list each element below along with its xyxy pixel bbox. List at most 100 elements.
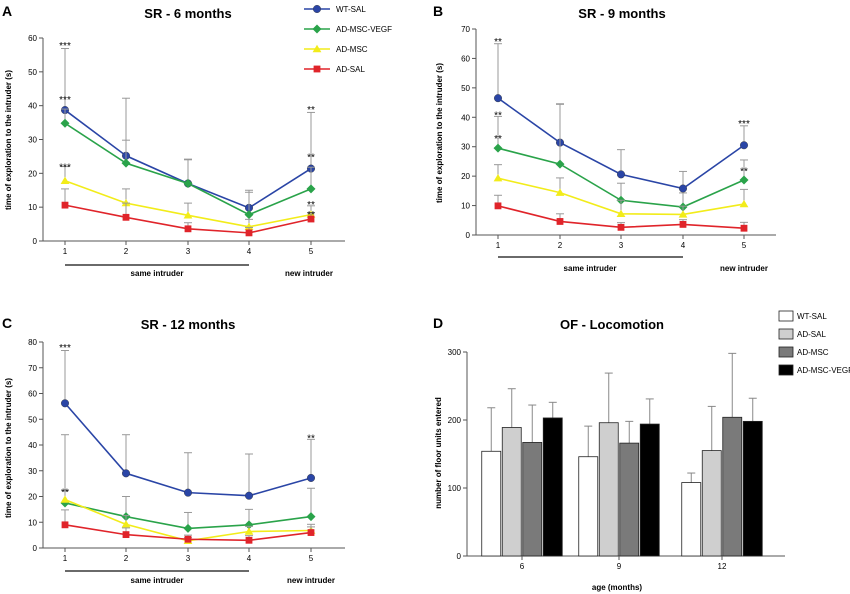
y-tick-label: 0 xyxy=(33,237,38,246)
marker-circle xyxy=(679,184,688,193)
marker-square xyxy=(556,218,564,225)
significance-mark: ** xyxy=(307,433,315,444)
legend-item: AD-MSC-VEGF xyxy=(778,364,850,376)
legend-swatch xyxy=(778,364,794,376)
x-tick-label: 4 xyxy=(247,554,252,563)
marker-circle xyxy=(740,141,749,150)
y-tick-label: 70 xyxy=(28,364,37,373)
marker-square xyxy=(307,215,315,223)
bar-ad-sal xyxy=(701,450,722,557)
x-tick-label: 5 xyxy=(309,247,314,256)
series-ad-sal xyxy=(61,509,315,544)
x-tick-label: 5 xyxy=(742,241,747,250)
legend-label: AD-MSC-VEGF xyxy=(797,366,850,375)
marker-diamond xyxy=(739,175,749,185)
y-tick-label: 20 xyxy=(461,172,470,181)
legend-item: AD-MSC xyxy=(304,44,368,54)
y-tick-label: 10 xyxy=(461,202,470,211)
legend-label: AD-SAL xyxy=(797,330,826,339)
significance-mark: ** xyxy=(494,37,502,48)
marker-circle xyxy=(494,94,503,103)
bar-ad-msc-vegf xyxy=(639,423,660,557)
marker-diamond xyxy=(244,520,254,530)
bar-ad-msc xyxy=(619,442,640,557)
significance-mark: ** xyxy=(307,200,315,211)
marker-circle xyxy=(183,488,192,497)
marker-circle xyxy=(121,469,130,478)
x-tick-label: 6 xyxy=(520,562,525,571)
x-tick-label: 12 xyxy=(718,562,727,571)
legend-item: WT-SAL xyxy=(304,4,366,14)
legend-item: AD-SAL xyxy=(304,65,365,74)
marker-triangle xyxy=(60,176,70,184)
series-wt-sal xyxy=(61,349,316,500)
bar-ad-sal xyxy=(598,422,619,557)
significance-mark: ** xyxy=(307,105,315,116)
significance-mark: ** xyxy=(307,210,315,221)
marker-square xyxy=(245,229,253,237)
panel-title: OF - Locomotion xyxy=(560,317,664,332)
x-tick-label: 1 xyxy=(63,247,68,256)
marker-square xyxy=(313,65,321,73)
marker-triangle xyxy=(60,495,70,503)
panel-letter: D xyxy=(433,315,443,331)
series-wt-sal xyxy=(494,43,749,193)
marker-triangle xyxy=(678,210,688,218)
marker-square xyxy=(61,521,69,529)
marker-triangle xyxy=(555,188,565,196)
y-axis-label: number of floor units entered xyxy=(434,397,443,509)
y-tick-label: 60 xyxy=(28,34,37,43)
marker-diamond xyxy=(306,512,316,522)
marker-triangle xyxy=(312,44,322,53)
marker-square xyxy=(740,224,748,232)
x-tick-label: 1 xyxy=(496,241,501,250)
marker-diamond xyxy=(183,178,193,188)
marker-square xyxy=(122,531,130,539)
panel-title: SR - 9 months xyxy=(578,6,665,21)
legend-item: WT-SAL xyxy=(778,310,827,322)
x-axis-label: age (months) xyxy=(592,583,643,592)
marker-triangle xyxy=(244,222,254,230)
bar-wt-sal xyxy=(481,450,502,557)
series-ad-msc xyxy=(493,164,749,218)
marker-square xyxy=(494,202,502,210)
y-tick-label: 60 xyxy=(461,54,470,63)
panel-letter: B xyxy=(433,3,443,19)
marker-square xyxy=(61,201,69,209)
significance-mark: *** xyxy=(59,343,71,354)
marker-triangle xyxy=(493,174,503,182)
marker-circle xyxy=(617,170,626,179)
line-legend: WT-SAL AD-MSC-VEGF AD-MSC AD-SAL xyxy=(304,4,392,74)
legend-swatch xyxy=(778,310,794,322)
marker-square xyxy=(122,213,130,221)
y-tick-label: 50 xyxy=(28,68,37,77)
y-tick-label: 200 xyxy=(448,416,462,425)
group-label: same intruder xyxy=(131,269,184,278)
y-axis-label: time of exploration to the intruder (s) xyxy=(435,63,444,203)
y-tick-label: 20 xyxy=(28,493,37,502)
panel-b: B SR - 9 months time of exploration to t… xyxy=(433,3,776,273)
legend-swatch xyxy=(778,328,794,340)
y-tick-label: 60 xyxy=(28,390,37,399)
series-ad-msc-vegf xyxy=(60,108,316,220)
y-tick-label: 40 xyxy=(28,102,37,111)
marker-diamond xyxy=(183,523,193,533)
significance-mark: *** xyxy=(738,119,750,130)
marker-square xyxy=(184,225,192,233)
x-tick-label: 5 xyxy=(309,554,314,563)
significance-mark: ** xyxy=(307,152,315,163)
marker-square xyxy=(679,221,687,228)
marker-diamond xyxy=(121,158,131,168)
marker-diamond xyxy=(312,24,322,34)
legend-label: WT-SAL xyxy=(336,5,366,14)
y-tick-label: 80 xyxy=(28,338,37,347)
x-tick-label: 1 xyxy=(63,554,68,563)
marker-diamond xyxy=(244,210,254,220)
bar-legend: WT-SAL AD-SAL AD-MSC AD-MSC-VEGF xyxy=(778,310,850,376)
bar-ad-sal xyxy=(501,427,522,557)
series-ad-sal xyxy=(494,194,748,232)
marker-circle xyxy=(307,473,316,482)
group-label: same intruder xyxy=(564,264,617,273)
significance-mark: ** xyxy=(494,134,502,145)
legend-item: AD-MSC xyxy=(778,346,829,358)
